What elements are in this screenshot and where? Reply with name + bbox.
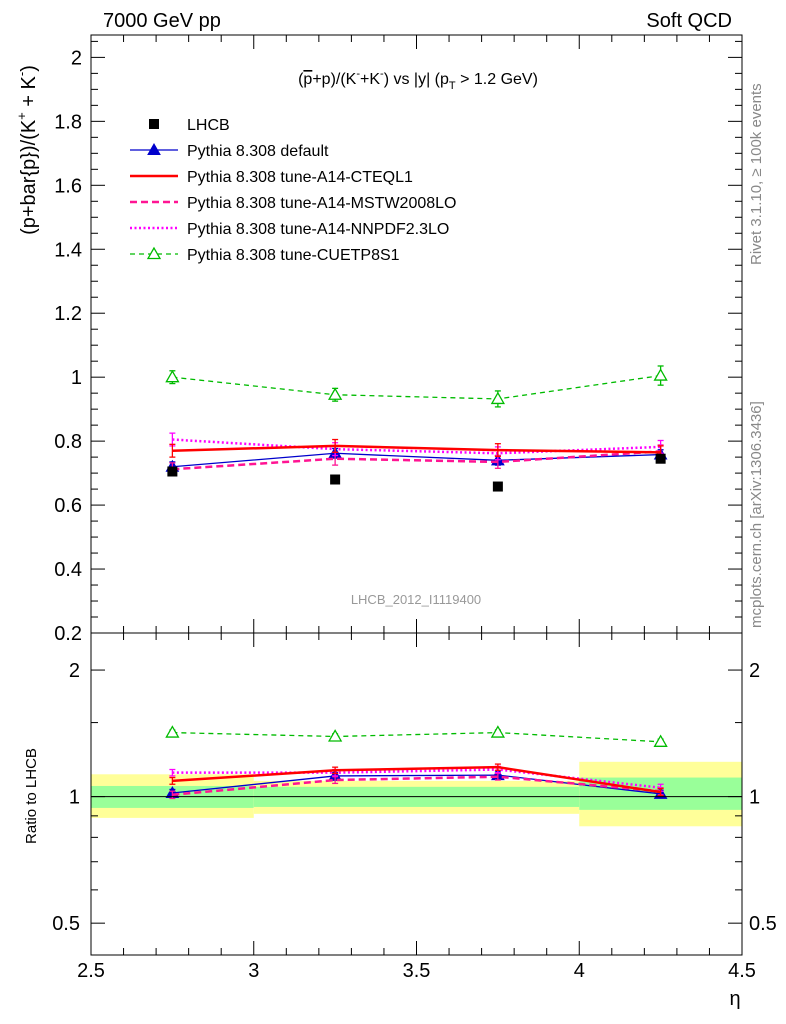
ratio-ytick-label-left: 0.5: [52, 913, 80, 935]
main-point-cuetp: [653, 368, 668, 381]
legend-entry-mstw: Pythia 8.308 tune-A14-MSTW2008LO: [130, 195, 456, 212]
legend-marker-data: [149, 119, 159, 129]
legend-entry-data: LHCB: [149, 117, 230, 134]
ratio-xtick-label: 2.5: [77, 960, 105, 982]
main-ytick-label: 0.4: [54, 559, 82, 581]
ratio-ytick-label-left: 1: [69, 787, 80, 809]
ratio-line-cteql1: [172, 765, 661, 794]
legend-label-cteql1: Pythia 8.308 tune-A14-CTEQL1: [187, 169, 413, 186]
main-point-cuetp: [490, 391, 505, 405]
data-point-lhcb: [492, 481, 503, 492]
ratio-line-mstw: [172, 775, 661, 797]
legend-label-default: Pythia 8.308 default: [187, 143, 329, 160]
main-series-cuetp: [165, 365, 668, 408]
ratio-series-nnpdf: [169, 765, 664, 792]
legend-label-data: LHCB: [187, 117, 230, 134]
ratio-ytick-label-right: 0.5: [749, 913, 777, 935]
legend-marker-cuetp: [146, 246, 162, 260]
legend-entry-default: Pythia 8.308 default: [130, 142, 329, 160]
ratio-point-cuetp: [328, 729, 343, 742]
legend: LHCB Pythia 8.308 default Pythia 8.308 tun…: [130, 117, 456, 264]
legend-entry-cuetp: Pythia 8.308 tune-CUETP8S1: [130, 246, 400, 264]
main-ytick-label: 1: [71, 367, 82, 389]
analysis-watermark: LHCB_2012_I1119400: [351, 592, 481, 607]
main-ytick-label: 0.6: [54, 495, 82, 517]
data-point-lhcb: [167, 466, 178, 477]
legend-label-mstw: Pythia 8.308 tune-A14-MSTW2008LO: [187, 195, 456, 212]
plot-title: (p+p)/(K-+K-) vs |y| (pT > 1.2 GeV): [298, 68, 538, 92]
main-point-cuetp: [328, 387, 343, 400]
legend-entry-cteql1: Pythia 8.308 tune-A14-CTEQL1: [130, 169, 413, 186]
legend-entry-nnpdf: Pythia 8.308 tune-A14-NNPDF2.3LO: [130, 221, 449, 238]
ratio-point-cuetp: [490, 725, 505, 738]
ratio-series-cteql1: [169, 763, 664, 797]
ratio-series-cuetp: [165, 725, 668, 747]
main-ytick-label: 1.4: [54, 239, 82, 261]
ratio-ytick-label-right: 1: [749, 787, 760, 809]
ratio-point-cuetp: [653, 734, 668, 747]
data-point-lhcb: [330, 474, 341, 485]
ratio-ytick-label-left: 2: [69, 660, 80, 682]
ratio-point-cuetp: [165, 725, 180, 738]
ratio-series-mstw: [169, 772, 664, 800]
ratio-xtick-label: 3.5: [403, 960, 431, 982]
main-series-cteql1: [169, 438, 664, 460]
xlabel: η: [729, 988, 740, 1010]
main-ytick-label: 1.8: [54, 111, 82, 133]
header-right: Soft QCD: [646, 10, 732, 32]
ratio-xtick-label: 4.5: [728, 960, 756, 982]
ratio-line-cuetp: [172, 731, 661, 743]
mcplots-label: mcplots.cern.ch [arXiv:1306.3436]: [748, 401, 765, 628]
main-line-cuetp: [172, 374, 661, 400]
main-line-cteql1: [172, 444, 661, 454]
legend-label-nnpdf: Pythia 8.308 tune-A14-NNPDF2.3LO: [187, 221, 449, 238]
ratio-line-nnpdf: [172, 768, 661, 789]
main-ytick-label: 1.6: [54, 175, 82, 197]
ratio-xtick-label: 3: [248, 960, 259, 982]
main-line-mstw: [172, 450, 661, 471]
legend-marker-default: [147, 142, 161, 155]
header-left: 7000 GeV pp: [103, 10, 221, 32]
main-ytick-label: 1.2: [54, 303, 82, 325]
main-ylabel: (p+bar{p})/(K+ + K-): [14, 65, 40, 235]
main-point-cuetp: [165, 369, 180, 383]
main-ytick-label: 0.2: [54, 623, 82, 645]
ratio-xtick-label: 4: [574, 960, 585, 982]
main-line-nnpdf: [172, 438, 661, 455]
ratio-ylabel: Ratio to LHCB: [23, 748, 40, 844]
main-ytick-label: 0.8: [54, 431, 82, 453]
legend-label-cuetp: Pythia 8.308 tune-CUETP8S1: [187, 247, 400, 264]
data-point-lhcb: [655, 453, 666, 464]
rivet-label: Rivet 3.1.10, ≥ 100k events: [748, 83, 765, 265]
main-ytick-label: 2: [71, 47, 82, 69]
main-series-nnpdf: [169, 432, 664, 461]
ratio-ytick-label-right: 2: [749, 660, 760, 682]
